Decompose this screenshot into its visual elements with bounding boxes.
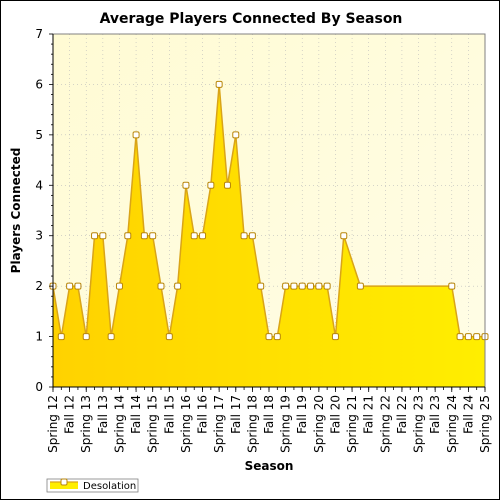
x-tick-label: Spring 13 bbox=[79, 395, 93, 453]
x-tick-label: Spring 15 bbox=[146, 395, 160, 453]
x-tick-label: Fall 12 bbox=[63, 395, 77, 434]
x-tick-label: Spring 23 bbox=[412, 395, 426, 453]
data-point bbox=[265, 333, 273, 341]
x-tick-label: Fall 13 bbox=[96, 395, 110, 434]
data-point bbox=[448, 282, 456, 290]
x-tick-label: Spring 17 bbox=[212, 395, 226, 453]
data-point bbox=[99, 232, 107, 240]
y-tick-label: 5 bbox=[35, 128, 43, 142]
data-point bbox=[340, 232, 348, 240]
data-point bbox=[298, 282, 306, 290]
data-point bbox=[240, 232, 248, 240]
y-tick-label: 1 bbox=[35, 330, 43, 344]
chart-title: Average Players Connected By Season bbox=[100, 11, 403, 27]
data-point bbox=[223, 181, 231, 189]
data-point bbox=[331, 333, 339, 341]
x-tick-label: Fall 17 bbox=[229, 395, 243, 434]
y-axis-label: Players Connected bbox=[9, 148, 23, 274]
data-point bbox=[456, 333, 464, 341]
data-point bbox=[174, 282, 182, 290]
y-tick-label: 6 bbox=[35, 77, 43, 91]
series-area-desolation bbox=[53, 84, 485, 387]
y-tick-label: 7 bbox=[35, 27, 43, 41]
data-point bbox=[282, 282, 290, 290]
x-tick-label: Spring 25 bbox=[478, 395, 492, 453]
plot-area: 0 1 2 3 4 5 6 7 Spring 12 Fall 12 Spring 13 Fall 13… bbox=[35, 27, 492, 453]
data-point bbox=[57, 333, 65, 341]
data-point bbox=[74, 282, 82, 290]
x-tick-label: Spring 16 bbox=[179, 395, 193, 453]
data-point bbox=[215, 80, 223, 88]
data-point bbox=[464, 333, 472, 341]
data-point bbox=[157, 282, 165, 290]
y-tick-label: 2 bbox=[35, 279, 43, 293]
x-tick-label: Spring 22 bbox=[378, 395, 392, 453]
x-tick-label: Fall 21 bbox=[362, 395, 376, 434]
x-tick-label: Fall 15 bbox=[162, 395, 176, 434]
legend-label: Desolation bbox=[83, 481, 136, 492]
data-point bbox=[315, 282, 323, 290]
x-tick-label: Fall 24 bbox=[461, 395, 475, 434]
data-point bbox=[115, 282, 123, 290]
x-tick-label: Spring 12 bbox=[46, 395, 60, 453]
data-point bbox=[124, 232, 132, 240]
y-tick-label: 0 bbox=[35, 380, 43, 394]
series-line-desolation bbox=[52, 84, 485, 338]
x-tick-label: Fall 18 bbox=[262, 395, 276, 434]
x-tick-label: Fall 22 bbox=[395, 395, 409, 434]
data-point bbox=[140, 232, 148, 240]
x-tick-label: Fall 23 bbox=[428, 395, 442, 434]
data-point bbox=[323, 282, 331, 290]
x-tick-label: Fall 14 bbox=[129, 395, 143, 434]
data-point bbox=[66, 282, 74, 290]
data-point bbox=[273, 333, 281, 341]
data-point bbox=[257, 282, 265, 290]
data-point bbox=[248, 232, 256, 240]
x-tick-label: Spring 14 bbox=[112, 395, 126, 453]
data-point bbox=[190, 232, 198, 240]
x-tick-label: Spring 21 bbox=[345, 395, 359, 453]
y-tick-label: 3 bbox=[35, 229, 43, 243]
legend: Desolation bbox=[46, 478, 139, 493]
x-tick-label: Fall 16 bbox=[196, 395, 210, 434]
x-tick-label: Spring 18 bbox=[245, 395, 259, 453]
data-point bbox=[82, 333, 90, 341]
x-axis-label: Season bbox=[245, 459, 294, 473]
data-point bbox=[132, 131, 140, 139]
x-tick-label: Fall 20 bbox=[328, 395, 342, 434]
data-point bbox=[232, 131, 240, 139]
data-point bbox=[207, 181, 215, 189]
x-tick-label: Spring 19 bbox=[279, 395, 293, 453]
data-point bbox=[199, 232, 207, 240]
data-point bbox=[149, 232, 157, 240]
y-tick-label: 4 bbox=[35, 178, 43, 192]
data-point bbox=[290, 282, 298, 290]
data-point bbox=[307, 282, 315, 290]
x-tick-label: Spring 20 bbox=[312, 395, 326, 453]
data-point bbox=[473, 333, 481, 341]
legend-marker bbox=[60, 478, 68, 486]
data-point bbox=[182, 181, 190, 189]
x-tick-label: Spring 24 bbox=[445, 395, 459, 453]
data-point bbox=[165, 333, 173, 341]
data-point bbox=[107, 333, 115, 341]
data-point bbox=[91, 232, 99, 240]
data-point bbox=[356, 282, 364, 290]
x-tick-label: Fall 19 bbox=[295, 395, 309, 434]
